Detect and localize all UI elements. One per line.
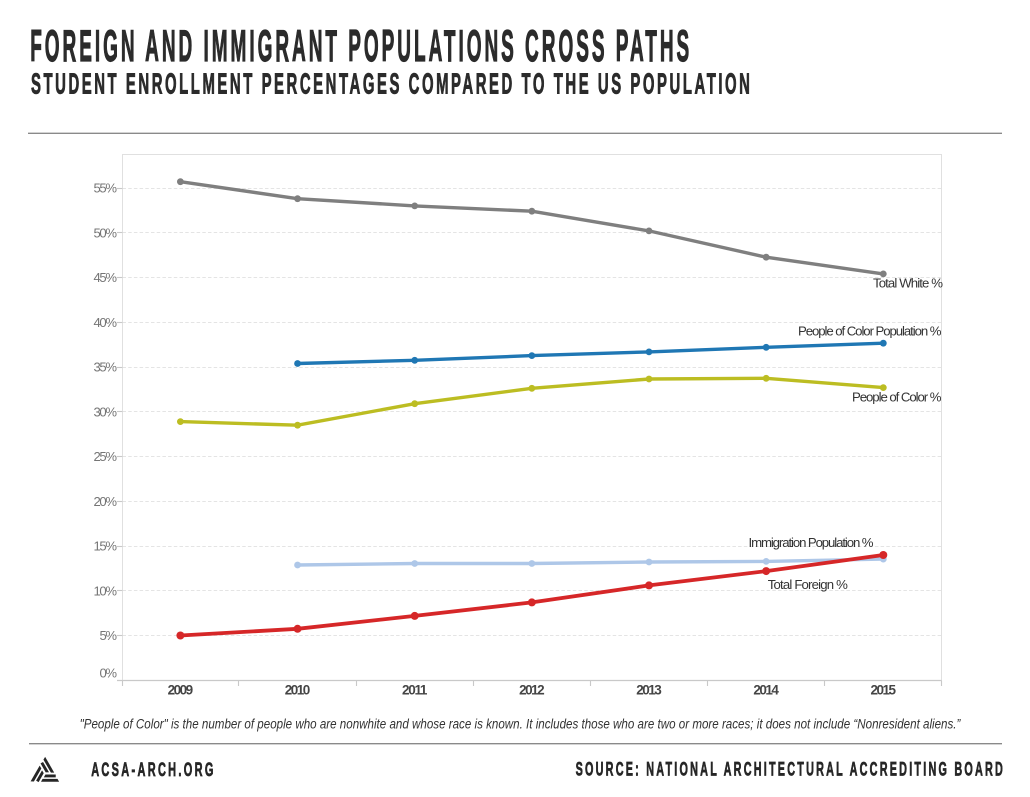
svg-text:35%: 35%	[94, 360, 118, 375]
svg-text:2009: 2009	[168, 683, 194, 698]
svg-text:2014: 2014	[753, 683, 779, 698]
svg-text:25%: 25%	[94, 449, 118, 464]
svg-text:2011: 2011	[402, 683, 428, 698]
svg-text:55%: 55%	[94, 181, 118, 196]
svg-text:50%: 50%	[94, 225, 118, 240]
svg-text:2010: 2010	[285, 683, 311, 698]
svg-text:People of Color Population %: People of Color Population %	[798, 323, 942, 338]
svg-text:Total White %: Total White %	[873, 275, 943, 290]
svg-text:15%: 15%	[94, 539, 118, 554]
svg-text:0%: 0%	[100, 665, 118, 680]
svg-text:"People of Color" is the numbe: "People of Color" is the number of peopl…	[80, 717, 961, 732]
svg-text:Total Foreign %: Total Foreign %	[768, 577, 848, 592]
svg-text:30%: 30%	[94, 404, 118, 419]
svg-text:2013: 2013	[636, 683, 662, 698]
svg-text:45%: 45%	[94, 270, 118, 285]
svg-text:2012: 2012	[519, 683, 545, 698]
svg-text:ACSA-ARCH.ORG: ACSA-ARCH.ORG	[91, 760, 216, 781]
svg-text:FOREIGN AND IMMIGRANT POPULATI: FOREIGN AND IMMIGRANT POPULATIONS CROSS …	[30, 21, 692, 71]
svg-text:SOURCE: NATIONAL ARCHITECTURAL: SOURCE: NATIONAL ARCHITECTURAL ACCREDITI…	[576, 759, 1006, 781]
svg-text:20%: 20%	[94, 494, 118, 509]
svg-text:5%: 5%	[100, 628, 118, 643]
svg-text:People of Color %: People of Color %	[852, 390, 942, 405]
svg-text:STUDENT ENROLLMENT PERCENTAGES: STUDENT ENROLLMENT PERCENTAGES COMPARED …	[31, 69, 753, 101]
svg-text:Immigration Population %: Immigration Population %	[749, 535, 874, 550]
svg-text:40%: 40%	[94, 315, 118, 330]
svg-text:2015: 2015	[871, 683, 897, 698]
svg-text:10%: 10%	[94, 583, 118, 598]
